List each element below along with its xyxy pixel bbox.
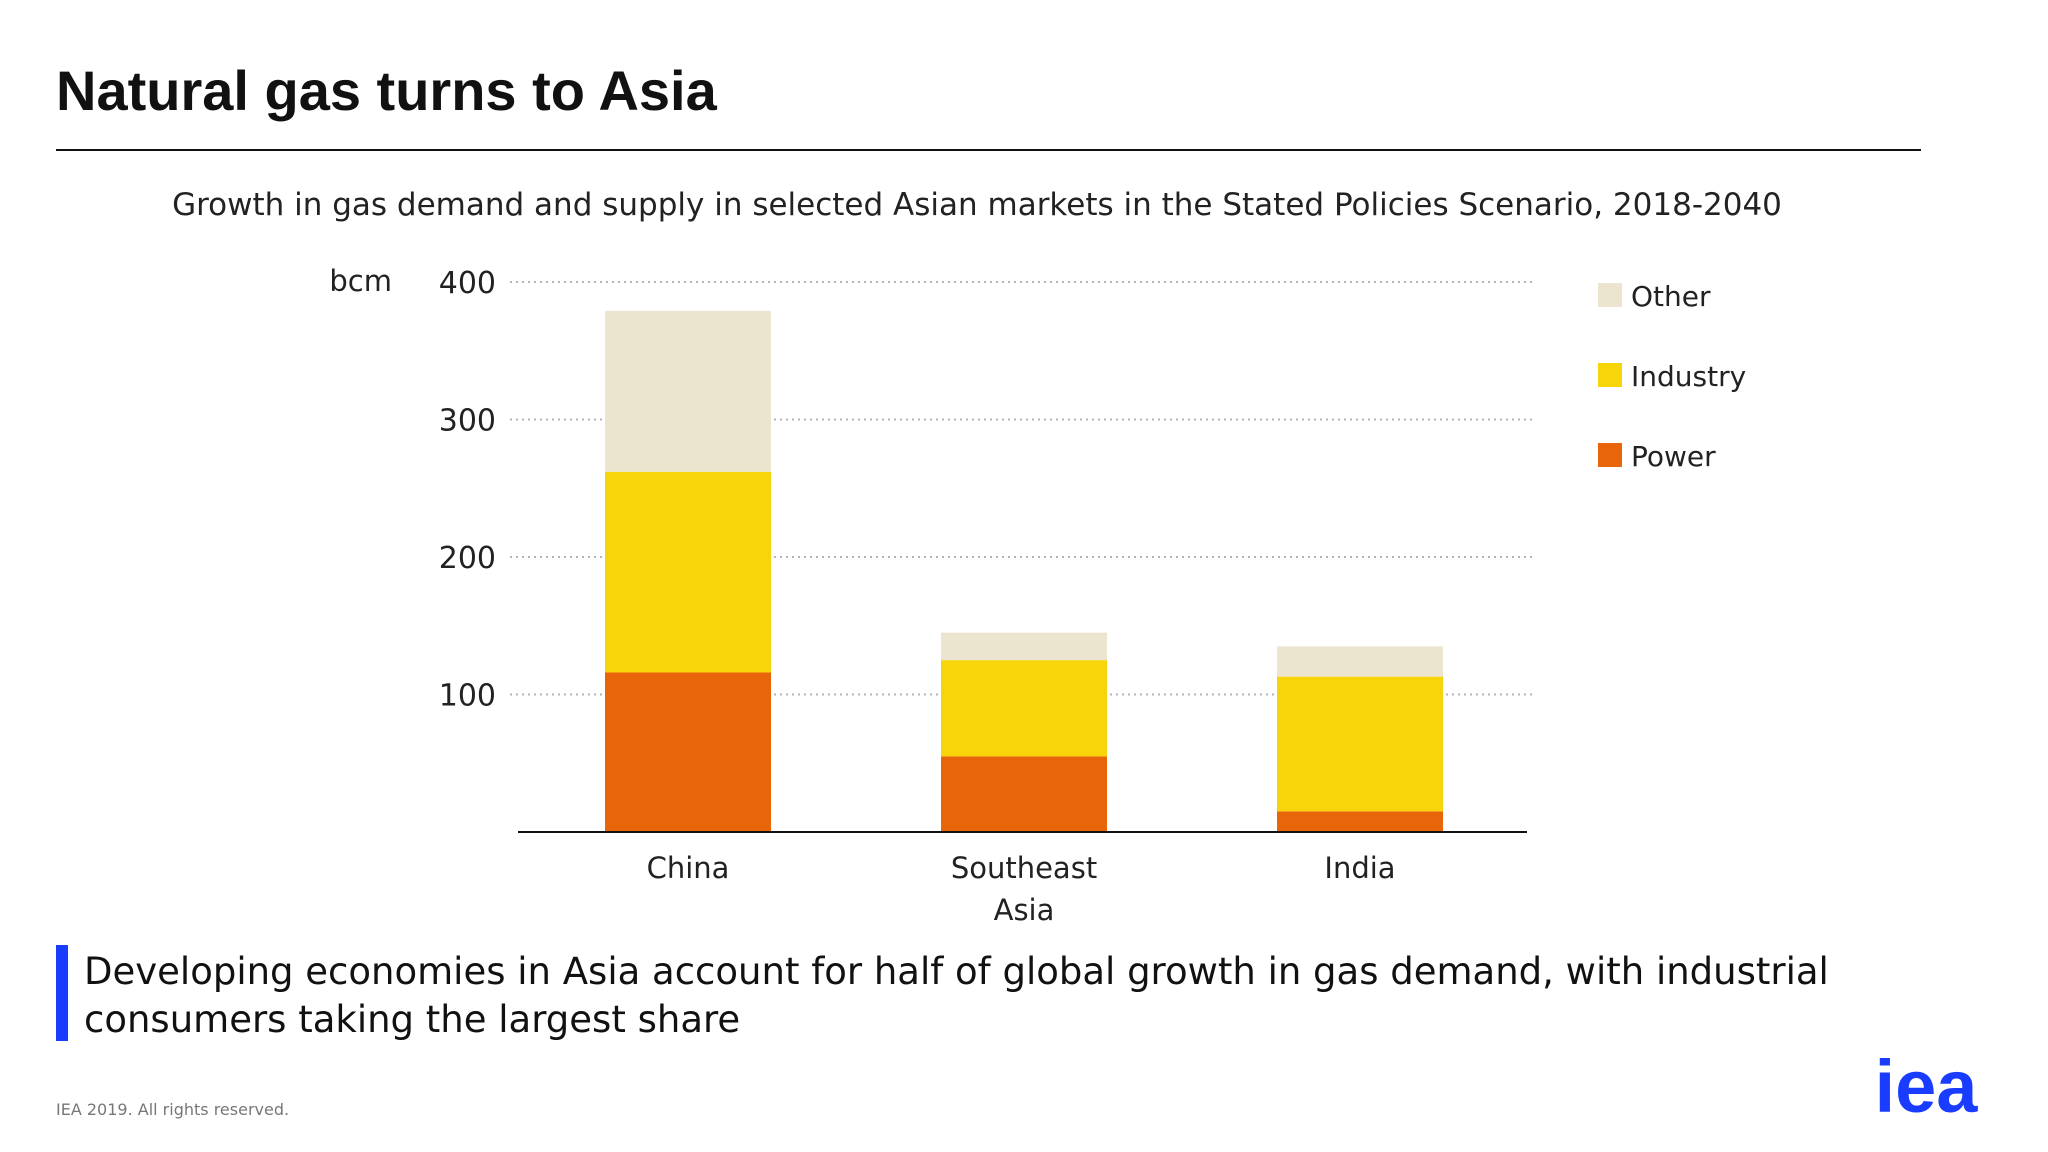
y-tick-label: 400 [439,266,496,301]
iea-logo-text: iea [1875,1058,1979,1118]
x-tick-label-line: Asia [994,893,1055,927]
legend-label-power: Power [1631,440,1716,473]
copyright-footer: IEA 2019. All rights reserved. [56,1100,290,1119]
x-tick-label: India [1324,851,1395,885]
legend-swatch-power [1598,443,1622,467]
bar-industry-india [1277,676,1443,812]
x-tick-label-line: China [647,851,730,885]
bar-other-india [1277,646,1443,677]
legend-label-industry: Industry [1631,360,1746,393]
x-tick-label: Southeast Asia [951,851,1097,927]
slide-title: Natural gas turns to Asia [56,59,717,122]
bar-power-china [605,672,771,832]
y-axis-label: bcm [329,264,392,298]
bar-other-southeast-asia [941,632,1107,661]
legend-swatch-other [1598,283,1622,307]
bar-industry-china [605,471,771,673]
x-tick-label-line: Southeast [951,851,1097,885]
bar-power-india [1277,811,1443,832]
x-tick-label-line: India [1324,851,1395,885]
takeaway-text: Developing economies in Asia account for… [84,950,1829,1041]
y-tick-label: 200 [439,541,496,576]
bar-power-southeast-asia [941,756,1107,832]
bar-industry-southeast-asia [941,660,1107,757]
legend-swatch-industry [1598,363,1622,387]
legend-label-other: Other [1631,280,1711,313]
bar-other-china [605,310,771,472]
title-divider [56,149,1921,151]
x-tick-label: China [647,851,730,885]
y-tick-label: 300 [439,404,496,439]
y-tick-label: 100 [439,679,496,714]
takeaway-accent-bar [56,945,68,1041]
iea-logo: iea [1875,1058,1979,1118]
chart-title: Growth in gas demand and supply in selec… [172,187,1782,223]
